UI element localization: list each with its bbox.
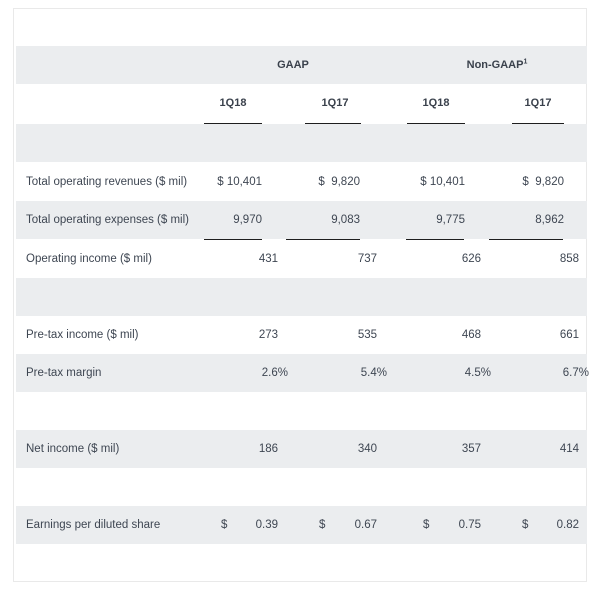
row-value: $ 10,401 (217, 176, 262, 188)
row-value: 9,083 (331, 214, 360, 226)
row-value: $ 9,820 (318, 176, 360, 188)
table-row: Operating income ($ mil) 431 737 626 858 (16, 240, 587, 278)
row-value: 9,775 (436, 214, 465, 226)
row-label: Total operating expenses ($ mil) (26, 214, 189, 226)
row-value: 626 (461, 253, 481, 265)
currency-symbol: $ (221, 519, 228, 531)
row-label: Earnings per diluted share (26, 519, 161, 531)
spacer-row (16, 468, 587, 506)
row-value: $ 9,820 (522, 176, 564, 188)
header-period-row: 1Q18 1Q17 1Q18 1Q17 (16, 84, 587, 122)
row-label: Total operating revenues ($ mil) (26, 176, 188, 188)
row-value: 340 (357, 443, 377, 455)
row-value: 9,970 (233, 214, 262, 226)
subtotal-rule (286, 239, 360, 240)
row-value: 535 (357, 329, 377, 341)
table-row: Net income ($ mil) 186 340 357 414 (16, 430, 587, 468)
row-label: Net income ($ mil) (26, 443, 120, 455)
header-period-gaap-1q18: 1Q18 (219, 97, 247, 109)
spacer-row (16, 278, 587, 316)
table-row: Earnings per diluted share $ 0.39 $ 0.67… (16, 506, 587, 544)
row-label: Pre-tax income ($ mil) (26, 329, 139, 341)
row-value: $ 10,401 (420, 176, 465, 188)
row-value: 186 (258, 443, 278, 455)
header-underline (204, 123, 262, 124)
row-value: 858 (559, 253, 579, 265)
row-value: 737 (357, 253, 377, 265)
row-value: 2.6% (261, 367, 288, 379)
table-row: Pre-tax margin 2.6% 5.4% 4.5% 6.7% (16, 354, 589, 392)
row-value: 468 (461, 329, 481, 341)
row-value: 0.39 (255, 519, 278, 531)
subtotal-rule (204, 239, 262, 240)
row-value: 8,962 (535, 214, 564, 226)
row-value: 4.5% (464, 367, 491, 379)
row-label: Operating income ($ mil) (26, 253, 152, 265)
row-value: 5.4% (360, 367, 387, 379)
table-row: Total operating expenses ($ mil) 9,970 9… (16, 201, 587, 239)
table-row: Total operating revenues ($ mil) $ 10,40… (16, 163, 587, 201)
spacer-row (16, 124, 587, 162)
currency-symbol: $ (423, 519, 430, 531)
header-underline (305, 123, 361, 124)
header-period-nongaap-1q17: 1Q17 (524, 97, 552, 109)
header-underline (407, 123, 465, 124)
row-label: Pre-tax margin (26, 367, 102, 379)
row-value: 431 (258, 253, 278, 265)
currency-symbol: $ (522, 519, 529, 531)
row-value: 661 (559, 329, 579, 341)
header-non-gaap: Non-GAAP1 (466, 58, 528, 71)
row-value: 0.67 (354, 519, 377, 531)
header-period-gaap-1q17: 1Q17 (321, 97, 349, 109)
subtotal-rule (406, 239, 464, 240)
currency-symbol: $ (319, 519, 326, 531)
header-period-nongaap-1q18: 1Q18 (422, 97, 450, 109)
subtotal-rule (489, 239, 563, 240)
header-underline (512, 123, 564, 124)
row-value: 357 (461, 443, 481, 455)
spacer-row (16, 392, 587, 430)
row-value: 0.82 (556, 519, 579, 531)
row-value: 0.75 (458, 519, 481, 531)
header-group-row: GAAP Non-GAAP1 (16, 46, 587, 84)
row-value: 6.7% (562, 367, 589, 379)
row-value: 273 (258, 329, 278, 341)
row-value: 414 (559, 443, 579, 455)
header-gaap: GAAP (277, 59, 309, 71)
table-row: Pre-tax income ($ mil) 273 535 468 661 (16, 316, 587, 354)
